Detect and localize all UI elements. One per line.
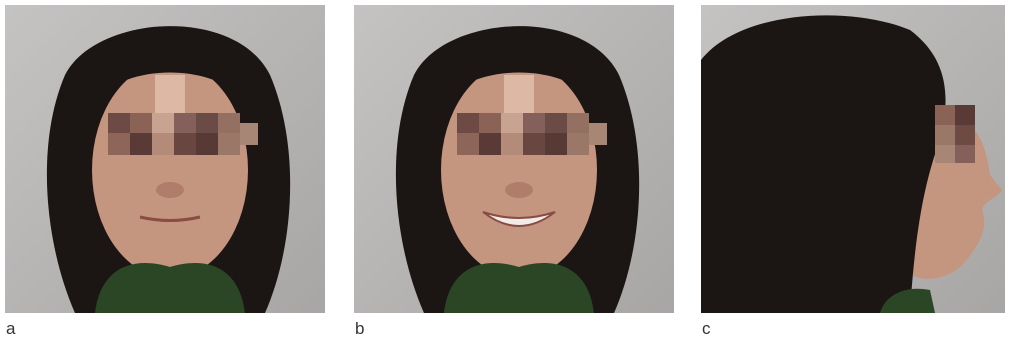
panel-a: a <box>5 5 325 338</box>
photo-neutral <box>5 5 325 313</box>
hair <box>701 15 946 313</box>
panel-b: b <box>354 5 674 338</box>
photo-smile <box>354 5 674 313</box>
figure: a b c <box>0 0 1010 342</box>
panel-label: c <box>702 319 711 338</box>
panel-label: b <box>355 319 364 338</box>
panel-c: c <box>701 5 1005 338</box>
panel-label: a <box>6 319 16 338</box>
figure-svg: a b c <box>0 0 1010 342</box>
censor <box>935 105 975 163</box>
